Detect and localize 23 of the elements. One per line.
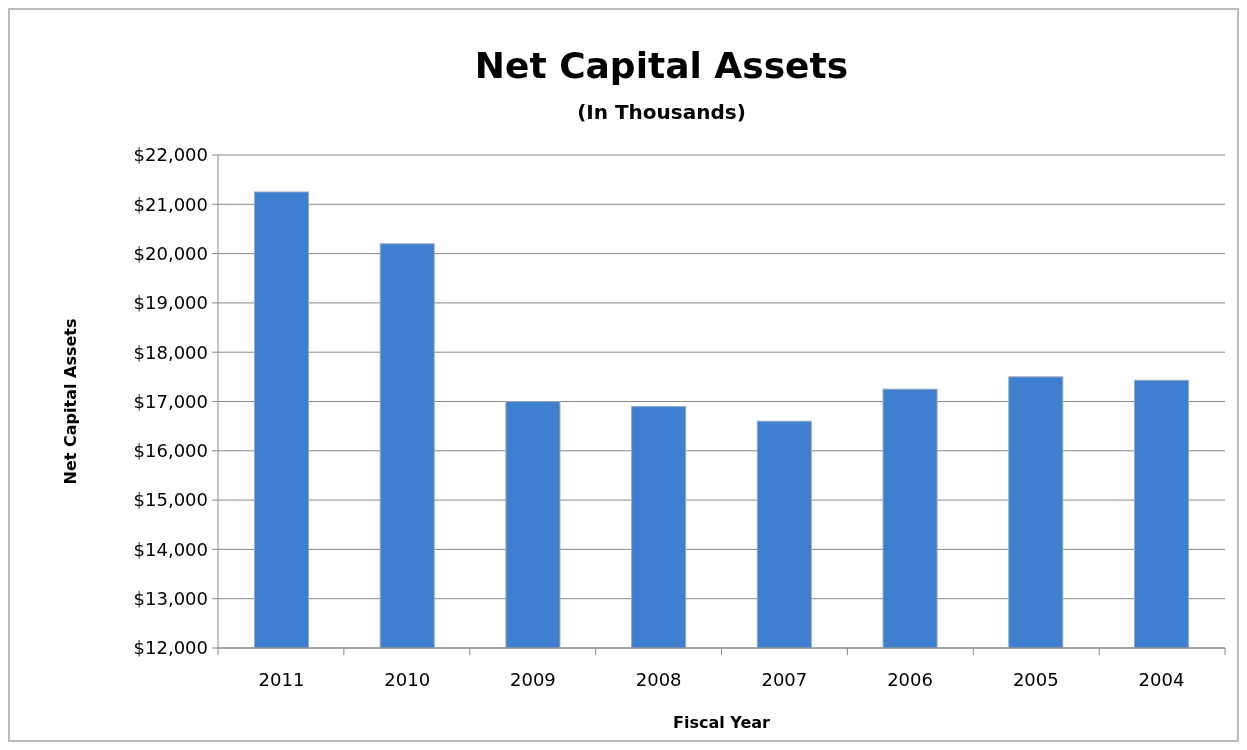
- y-tick-label: $14,000: [133, 538, 208, 560]
- y-tick-label: $19,000: [133, 292, 208, 314]
- y-tick-label: $18,000: [133, 341, 208, 363]
- y-tick-label: $13,000: [133, 588, 208, 609]
- y-tick-label: $21,000: [133, 193, 208, 215]
- x-tick-label: 2005: [1012, 669, 1059, 690]
- x-tick-label: 2007: [761, 669, 808, 690]
- y-tick-label: $16,000: [133, 440, 208, 462]
- chart-subtitle: (In Thousands): [577, 100, 746, 124]
- y-tick-label: $17,000: [133, 390, 208, 412]
- y-tick-label: $20,000: [133, 242, 208, 264]
- x-axis-title: Fiscal Year: [673, 713, 771, 732]
- x-tick-label: 2008: [635, 669, 682, 690]
- y-tick-label: $12,000: [133, 637, 208, 659]
- x-tick-label: 2004: [1138, 669, 1185, 690]
- y-tick-label: $15,000: [133, 489, 208, 511]
- chart-title: Net Capital Assets: [474, 45, 849, 86]
- x-tick-label: 2010: [384, 669, 431, 690]
- y-tick-label: $22,000: [133, 144, 208, 166]
- x-tick-label: 2009: [510, 669, 556, 690]
- y-axis-title: Net Capital Assets: [61, 318, 80, 485]
- x-tick-label: 2011: [258, 669, 305, 690]
- x-tick-label: 2006: [887, 669, 933, 690]
